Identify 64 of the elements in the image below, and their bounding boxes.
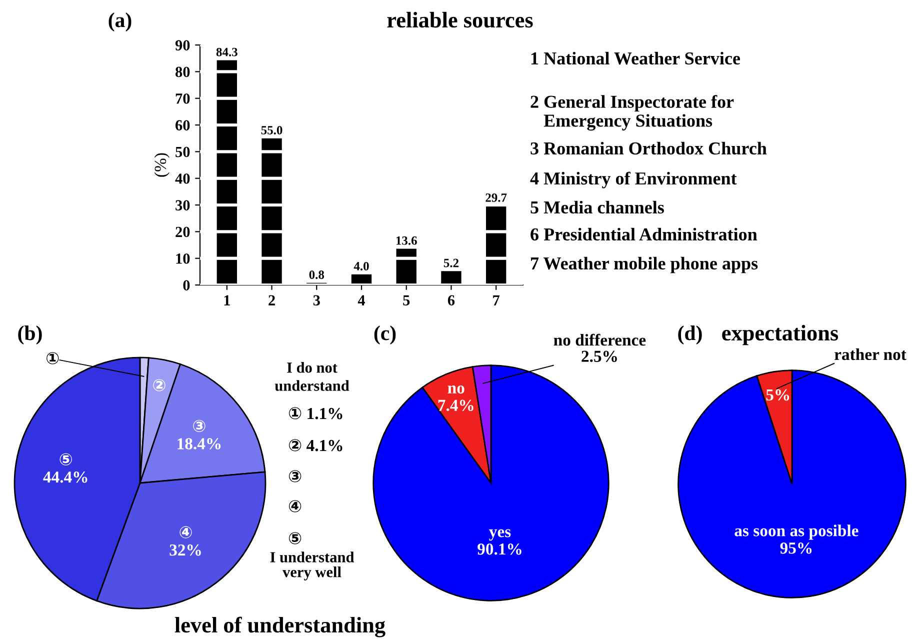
x-tick-label: 7	[493, 295, 500, 306]
y-tick-label: 10	[176, 253, 190, 264]
data-label: 84.3	[216, 48, 238, 56]
slice-label: ④	[288, 500, 302, 512]
text: (b)	[18, 326, 42, 344]
data-label: 13.6	[396, 236, 417, 245]
data-label: 55.0	[261, 126, 282, 134]
chart-title: reliable sources	[387, 12, 533, 28]
data-label: 0.8	[309, 270, 324, 279]
category-label: ① 1.1%	[288, 407, 342, 420]
text: (c)	[374, 326, 396, 344]
y-tick-label: 20	[176, 226, 190, 238]
data-label: 7.4%	[438, 400, 474, 412]
slice-label: ③	[288, 470, 302, 482]
x-tick-label: 6	[448, 295, 455, 306]
slice-label: ④	[180, 526, 192, 538]
text: 3 Romanian Orthodox Church	[530, 142, 767, 155]
y-tick-label: 0	[183, 280, 190, 290]
slice-label: ③	[193, 420, 206, 432]
x-tick-label: 2	[268, 295, 275, 306]
slice-label: ②	[153, 379, 166, 392]
data-label: 32%	[170, 544, 201, 556]
x-tick-label: 3	[313, 295, 320, 306]
data-label: 5%	[766, 389, 790, 401]
x-tick-label: 1	[224, 295, 230, 306]
data-label: 44.4%	[43, 471, 88, 483]
text: 7 Weather mobile phone apps	[531, 256, 758, 274]
x-tick-label: 4	[358, 295, 366, 306]
text: 6 Presidential Administration	[530, 228, 758, 241]
y-tick-label: 40	[175, 173, 190, 184]
slice-label: ①	[46, 352, 59, 364]
text: level of understanding	[174, 616, 386, 638]
y-tick-label: 90	[175, 40, 190, 50]
slice-label: ⑤	[60, 453, 72, 466]
y-axis-title: (%)	[154, 153, 170, 177]
text: I understand very well	[270, 552, 354, 580]
data-label: 5.2	[444, 258, 458, 268]
text: I do not understand	[274, 362, 350, 391]
slice-label: as soon as posible	[734, 524, 858, 540]
category-label: ② 4.1%	[288, 439, 342, 452]
y-tick-label: 30	[176, 200, 190, 210]
text: 4 Ministry of Environment	[530, 172, 737, 188]
y-tick-label: 60	[176, 120, 190, 130]
y-tick-label: 70	[176, 93, 190, 104]
category-label: ⑤	[288, 532, 302, 544]
y-tick-label: 50	[176, 146, 190, 158]
slice-label: yes	[489, 529, 511, 541]
data-label: 18.4%	[178, 438, 221, 450]
text: (d)	[678, 326, 702, 344]
y-tick-label: 80	[176, 66, 190, 78]
data-label: 29.7	[486, 193, 507, 202]
text: 1 National Weather Service	[531, 52, 740, 65]
slice-label: rather not	[834, 348, 906, 360]
slice-label: no difference	[554, 334, 646, 346]
x-tick-label: 5	[403, 295, 410, 306]
data-label: 95%	[780, 542, 812, 554]
chart-title: expectations	[722, 324, 838, 346]
text: 2 General Inspectorate for Emergency Situations	[530, 95, 734, 131]
data-label: 4.0	[354, 262, 369, 270]
text: (a)	[108, 12, 132, 32]
data-label: 90.1%	[478, 543, 522, 555]
text: 5 Media channels	[530, 200, 664, 214]
slice-label: no	[448, 386, 464, 394]
data-label: 2.5%	[582, 350, 617, 362]
